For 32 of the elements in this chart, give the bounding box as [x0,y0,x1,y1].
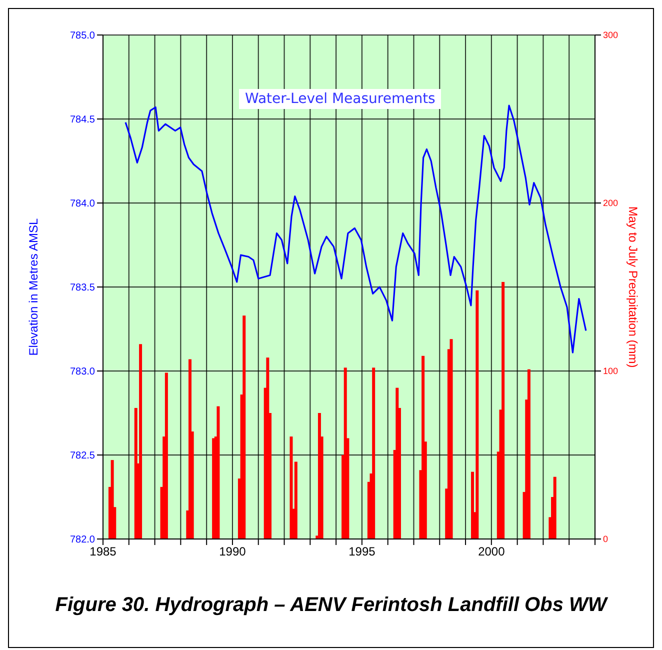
y-axis-title: Elevation in Metres AMSL [26,218,40,356]
line-series [124,104,587,354]
bar [242,316,246,539]
y-tick-label: 782.5 [70,450,96,462]
y2-tick-label: 100 [603,366,618,376]
y2-tick-label: 200 [603,198,618,208]
bar [216,406,220,539]
x-tick-label: 1990 [219,544,246,559]
y-tick-label: 785.0 [70,30,96,42]
bar [553,476,556,539]
y-tick-label: 782.0 [70,534,96,546]
x-tick-label: 2000 [478,544,506,559]
y-tick-label: 783.0 [70,366,96,378]
y-tick-label: 784.0 [70,198,96,210]
y-tick-label: 784.5 [70,114,96,126]
x-tick-label: 1995 [348,544,376,559]
bar [450,339,453,539]
y2-tick-label: 0 [603,534,608,544]
bar [164,372,168,539]
bar [188,359,192,539]
bar [422,356,425,539]
bar [372,368,376,539]
bar [294,462,298,539]
y-tick-label: 783.5 [70,282,96,294]
y2-axis-title: May to July Precipitation (mm) [626,206,640,368]
text: Water-Level Measurements [239,89,442,109]
x-tick-label: 1985 [90,544,117,559]
bar [502,282,505,539]
bar [527,369,530,539]
caption: Figure 30. Hydrograph – AENV Ferintosh Landfill Obs WW [54,594,609,617]
bar [290,436,293,539]
y2-tick-label: 300 [603,30,618,40]
